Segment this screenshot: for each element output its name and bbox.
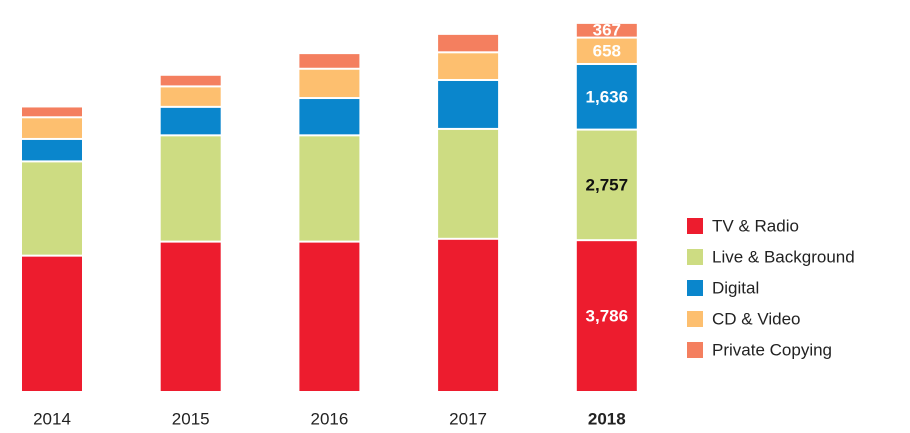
x-tick-label: 2014: [33, 409, 71, 428]
bar-segment: [438, 80, 499, 128]
bar-segment: [438, 239, 499, 391]
legend-swatch: [687, 280, 703, 296]
legend-swatch: [687, 342, 703, 358]
bar-segment: [160, 87, 221, 106]
value-label: 2,757: [586, 175, 629, 194]
bar-segment: [299, 242, 360, 391]
bar-segment: [576, 64, 637, 129]
value-label: 1,636: [586, 87, 629, 106]
legend-label: Digital: [712, 278, 759, 297]
bar-segment: [299, 69, 360, 98]
bar-segment: [22, 118, 82, 138]
legend-swatch: [687, 311, 703, 327]
bar-segment: [22, 139, 82, 161]
x-tick-label: 2015: [172, 409, 210, 428]
x-tick-label: 2018: [588, 409, 626, 428]
bar-segment: [22, 256, 82, 391]
legend-label: Private Copying: [712, 340, 832, 359]
value-label: 658: [593, 41, 621, 60]
legend-label: Live & Background: [712, 247, 855, 266]
legend-swatch: [687, 218, 703, 234]
x-tick-label: 2017: [449, 409, 487, 428]
legend-label: CD & Video: [712, 309, 801, 328]
value-label: 3,786: [586, 307, 629, 326]
bar-segment: [22, 162, 82, 255]
bar-segment: [160, 136, 221, 241]
bar-segment: [576, 23, 637, 37]
value-label: 367: [593, 21, 621, 40]
bar-segment: [299, 136, 360, 241]
legend-label: TV & Radio: [712, 216, 799, 235]
bar-segment: [576, 130, 637, 240]
bar-segment: [299, 99, 360, 135]
bar-segment: [438, 129, 499, 238]
bar-segment: [160, 75, 221, 86]
legend-swatch: [687, 249, 703, 265]
bar-segment: [576, 38, 637, 63]
bar-segment: [438, 53, 499, 79]
bar-segment: [160, 107, 221, 135]
bar-segment: [299, 54, 360, 68]
x-tick-label: 2016: [310, 409, 348, 428]
bar-segment: [22, 107, 82, 117]
bar-segment: [438, 34, 499, 52]
bar-segment: [160, 242, 221, 391]
bar-segment: [576, 241, 637, 391]
